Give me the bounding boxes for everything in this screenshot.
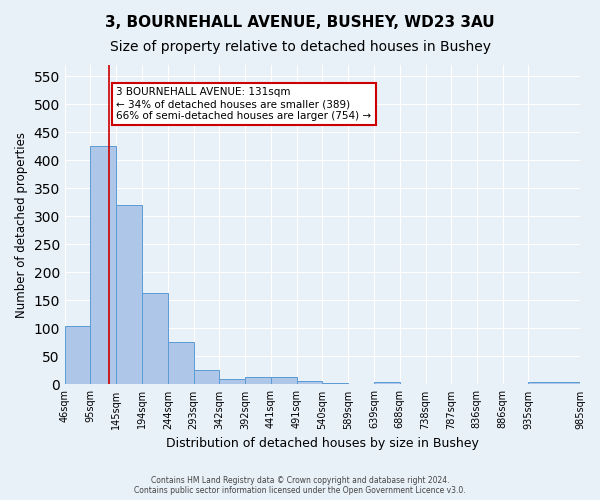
Bar xyxy=(142,293,168,384)
Text: Contains HM Land Registry data © Crown copyright and database right 2024.
Contai: Contains HM Land Registry data © Crown c… xyxy=(134,476,466,495)
Text: Size of property relative to detached houses in Bushey: Size of property relative to detached ho… xyxy=(110,40,491,54)
Bar xyxy=(219,379,245,384)
Bar xyxy=(529,382,580,384)
Bar xyxy=(116,205,142,384)
Bar xyxy=(374,382,400,384)
X-axis label: Distribution of detached houses by size in Bushey: Distribution of detached houses by size … xyxy=(166,437,479,450)
Bar xyxy=(91,146,116,384)
Text: 3, BOURNEHALL AVENUE, BUSHEY, WD23 3AU: 3, BOURNEHALL AVENUE, BUSHEY, WD23 3AU xyxy=(105,15,495,30)
Bar xyxy=(297,381,322,384)
Bar xyxy=(168,342,194,384)
Bar xyxy=(271,377,297,384)
Bar xyxy=(65,326,91,384)
Bar xyxy=(322,382,348,384)
Bar xyxy=(245,377,271,384)
Y-axis label: Number of detached properties: Number of detached properties xyxy=(15,132,28,318)
Bar xyxy=(194,370,219,384)
Text: 3 BOURNEHALL AVENUE: 131sqm
← 34% of detached houses are smaller (389)
66% of se: 3 BOURNEHALL AVENUE: 131sqm ← 34% of det… xyxy=(116,88,371,120)
